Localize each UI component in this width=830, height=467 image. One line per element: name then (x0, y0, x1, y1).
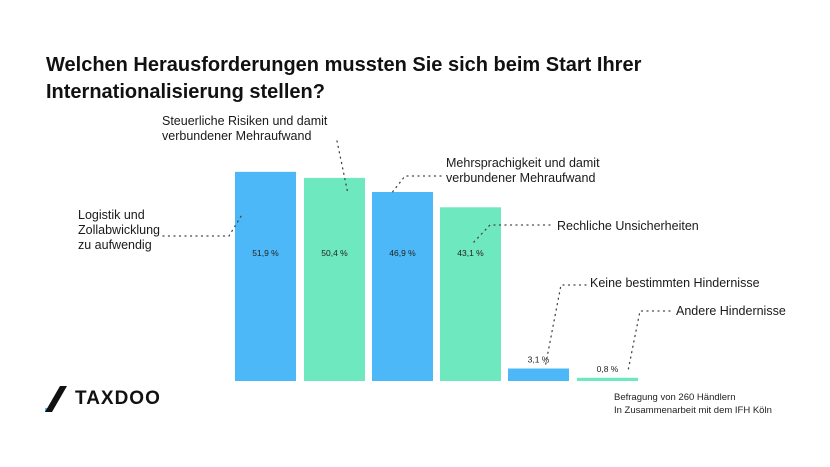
source-note: Befragung von 260 Händlern In Zusammenar… (614, 391, 772, 417)
bar-4 (440, 207, 501, 381)
leader-line-3 (390, 175, 442, 195)
category-label-4-line-1: Rechliche Unsicherheiten (557, 219, 699, 233)
taxdoo-logo-mark (45, 386, 67, 412)
taxdoo-logo: TAXDOO (45, 386, 161, 412)
bar-5 (508, 368, 569, 381)
category-label-2-line-1: Steuerliche Risiken und damit (162, 114, 328, 128)
leader-line-4 (472, 224, 551, 244)
category-label-1-line-2: Zollabwicklung (78, 223, 160, 237)
bar-1 (235, 171, 296, 381)
bar-2 (304, 177, 365, 381)
category-label-6-line-1: Andere Hindernisse (676, 304, 786, 318)
leader-line-5 (544, 284, 587, 369)
leader-line-2 (336, 140, 349, 195)
category-label-2-line-2: verbundener Mehraufwand (162, 129, 311, 143)
source-line-1: Befragung von 260 Händlern (614, 392, 736, 403)
value-label-2: 50,4 % (321, 248, 348, 258)
category-label-1-line-3: zu aufwendig (78, 238, 152, 252)
leader-line-6 (627, 310, 671, 372)
leader-line-1 (162, 212, 244, 237)
value-label-5: 3,1 % (528, 355, 550, 365)
bar-6 (577, 377, 638, 381)
category-label-1-line-1: Logistik und (78, 208, 145, 222)
category-label-3-line-1: Mehrsprachigkeit und damit (446, 156, 600, 170)
bar-3 (372, 191, 433, 381)
source-line-2: In Zusammenarbeit mit dem IFH Köln (614, 405, 772, 416)
value-label-6: 0,8 % (597, 364, 619, 374)
category-label-5-line-1: Keine bestimmten Hindernisse (590, 276, 760, 290)
bars-group: 51,9 % 50,4 % 46,9 % 43,1 % 3,1 % 0,8 % (235, 171, 638, 381)
value-label-4: 43,1 % (457, 248, 484, 258)
value-label-1: 51,9 % (252, 248, 279, 258)
category-label-3-line-2: verbundener Mehraufwand (446, 171, 595, 185)
chart-title: Welchen Herausforderungen mussten Sie si… (46, 54, 642, 103)
leader-lines-group (162, 140, 671, 372)
logo-text: TAXDOO (75, 388, 161, 409)
value-label-3: 46,9 % (389, 248, 416, 258)
